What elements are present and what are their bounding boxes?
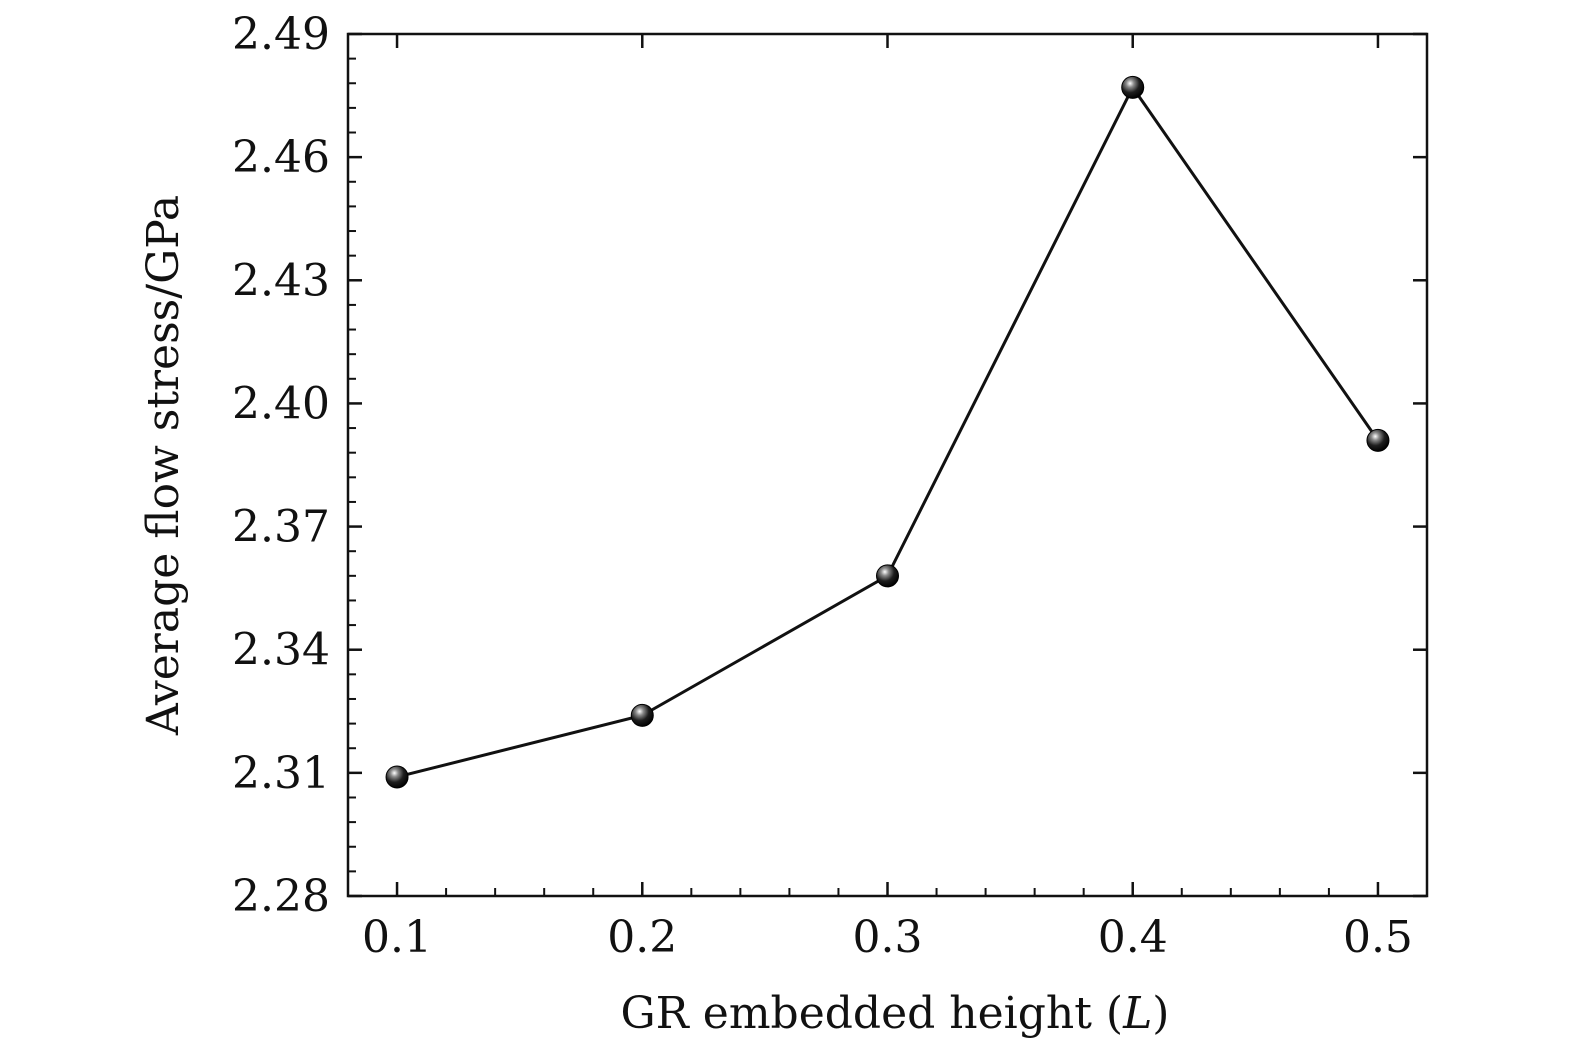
y-tick-labels: 2.28 2.31 2.34 2.37 2.40 2.43 2.46 2.49 xyxy=(232,9,330,922)
data-point xyxy=(385,765,409,789)
y-axis-label: Average flow stress/GPa xyxy=(138,195,189,736)
y-tick-label: 2.37 xyxy=(232,502,330,553)
plot-frame xyxy=(346,32,1429,898)
data-point xyxy=(630,703,654,727)
y-tick-label: 2.40 xyxy=(232,378,330,429)
data-point xyxy=(1121,75,1145,99)
series-group xyxy=(385,75,1390,789)
series-line xyxy=(396,84,1380,779)
x-axis-label-end: ) xyxy=(1152,988,1169,1039)
x-axis-label-variable: L xyxy=(1122,988,1152,1039)
y-tick-label: 2.34 xyxy=(232,625,330,676)
data-point xyxy=(1366,428,1390,452)
x-axis-label: GR embedded height (L) xyxy=(621,988,1170,1039)
x-tick-label: 0.1 xyxy=(362,912,432,963)
minor-ticks xyxy=(348,57,1330,896)
y-tick-label: 2.28 xyxy=(232,871,330,922)
y-tick-label: 2.43 xyxy=(232,255,330,306)
x-tick-label: 0.3 xyxy=(853,912,923,963)
major-ticks xyxy=(348,32,1427,898)
x-tick-labels: 0.1 0.2 0.3 0.4 0.5 xyxy=(362,912,1413,963)
x-tick-label: 0.5 xyxy=(1343,912,1413,963)
y-tick-label: 2.46 xyxy=(232,132,330,183)
data-point xyxy=(876,564,899,588)
y-tick-label: 2.49 xyxy=(232,9,330,60)
x-axis-label-text: GR embedded height ( xyxy=(621,988,1124,1039)
x-tick-label: 0.4 xyxy=(1098,912,1168,963)
y-tick-label: 2.31 xyxy=(232,748,330,799)
x-tick-label: 0.2 xyxy=(607,912,677,963)
